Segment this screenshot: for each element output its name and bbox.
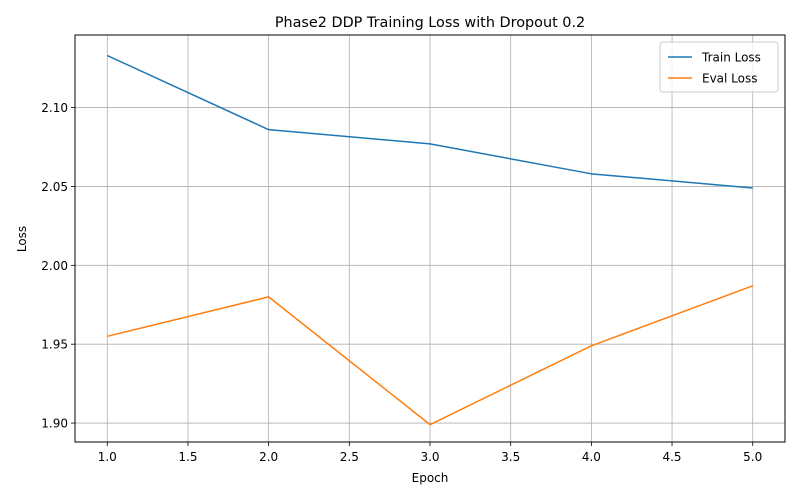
x-tick-label: 4.0 xyxy=(582,450,601,464)
x-tick-label: 2.5 xyxy=(340,450,359,464)
x-tick-label: 5.0 xyxy=(743,450,762,464)
eval-loss-line xyxy=(107,285,753,426)
legend: Train Loss Eval Loss xyxy=(659,41,779,93)
x-tick-label: 4.5 xyxy=(662,450,681,464)
axis-ticks: 1.0 1.5 2.0 2.5 3.0 3.5 4.0 4.5 5.0 1.90 1.95 2.00 2… xyxy=(41,101,762,464)
y-tick-label: 2.10 xyxy=(41,101,68,115)
legend-frame xyxy=(659,41,779,93)
series-lines xyxy=(106,54,753,426)
x-tick-label: 3.0 xyxy=(420,450,439,464)
y-tick-label: 2.00 xyxy=(41,259,68,273)
x-tick-label: 1.5 xyxy=(178,450,197,464)
y-axis-label: Loss xyxy=(15,226,29,252)
x-axis-label: Epoch xyxy=(412,471,449,485)
train-loss-line xyxy=(106,54,753,189)
x-tick-label: 3.5 xyxy=(501,450,520,464)
legend-label-eval-loss: Eval Loss xyxy=(702,72,758,86)
y-tick-label: 2.05 xyxy=(41,180,68,194)
legend-label-train-loss: Train Loss xyxy=(701,51,761,65)
y-tick-label: 1.90 xyxy=(41,417,68,431)
y-tick-label: 1.95 xyxy=(41,338,68,352)
x-tick-label: 1.0 xyxy=(98,450,117,464)
grid-lines xyxy=(75,35,785,442)
x-tick-label: 2.0 xyxy=(259,450,278,464)
chart-title: Phase2 DDP Training Loss with Dropout 0.… xyxy=(275,15,585,31)
